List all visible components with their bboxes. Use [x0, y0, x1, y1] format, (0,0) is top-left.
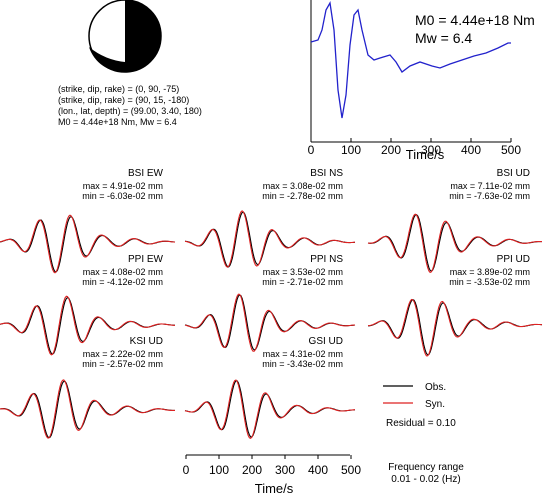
- source-parameters: (strike, dip, rake) = (0, 90, -75) (stri…: [58, 84, 202, 127]
- observed-waveform: [368, 298, 543, 356]
- waveform-tick-label: 400: [308, 463, 328, 477]
- waveform-tick-label: 500: [341, 463, 361, 477]
- station-max: max = 2.22e-02 mm: [83, 349, 163, 359]
- stf-tick-label: 500: [501, 143, 521, 157]
- legend-obs-label: Obs.: [425, 382, 446, 393]
- station-name: GSI UD: [309, 336, 343, 347]
- station-min: min = -7.63e-02 mm: [449, 191, 530, 201]
- station-name: PPI NS: [310, 254, 343, 265]
- frequency-range-value: 0.01 - 0.02 (Hz): [391, 474, 460, 485]
- stf-x-ticks: 0 100 200 300 400 500: [308, 138, 521, 157]
- station-min: min = -3.53e-02 mm: [449, 277, 530, 287]
- station-name: PPI UD: [497, 254, 530, 265]
- waveform-x-ticks: 0 100 200 300 400 500: [183, 455, 361, 477]
- param-line-3: (lon., lat, depth) = (99.00, 3.40, 180): [58, 106, 202, 116]
- stf-x-label: Time/s: [406, 147, 445, 162]
- residual-label: Residual = 0.10: [386, 418, 456, 429]
- station-min: min = -3.43e-02 mm: [262, 359, 343, 369]
- station-max: max = 4.08e-02 mm: [83, 267, 163, 277]
- beachball-lower-quadrant: [89, 47, 125, 73]
- frequency-range-title: Frequency range: [388, 462, 464, 473]
- station-min: min = -2.57e-02 mm: [82, 359, 163, 369]
- synthetic-waveform: [367, 213, 542, 274]
- station-name: BSI UD: [497, 168, 530, 179]
- station-min: min = -2.78e-02 mm: [262, 191, 343, 201]
- legend: Obs. Syn. Residual = 0.10: [383, 382, 456, 429]
- station-min: min = -4.12e-02 mm: [82, 277, 163, 287]
- station-max: max = 7.11e-02 mm: [450, 181, 530, 191]
- station-max: max = 4.31e-02 mm: [263, 349, 343, 359]
- param-line-2: (strike, dip, rake) = (90, 15, -180): [58, 95, 189, 105]
- station-name: BSI EW: [128, 168, 164, 179]
- station-max: max = 4.91e-02 mm: [83, 181, 163, 191]
- synthetic-waveform: [0, 379, 175, 439]
- station-name: PPI EW: [128, 254, 164, 265]
- waveform-tick-label: 300: [275, 463, 295, 477]
- waveform-time-axis: 0 100 200 300 400 500 Time/s: [183, 454, 361, 496]
- param-line-1: (strike, dip, rake) = (0, 90, -75): [58, 84, 179, 94]
- synthetic-waveform: [0, 295, 175, 356]
- station-max: max = 3.89e-02 mm: [450, 267, 530, 277]
- stf-mw-label: Mw = 6.4: [415, 30, 472, 46]
- station-name: KSI UD: [130, 336, 163, 347]
- param-line-4: M0 = 4.44e+18 Nm, Mw = 6.4: [58, 117, 177, 127]
- station-max: max = 3.08e-02 mm: [263, 181, 343, 191]
- station-min: min = -2.71e-02 mm: [262, 277, 343, 287]
- waveform-tick-label: 0: [183, 463, 190, 477]
- stf-tick-label: 400: [461, 143, 481, 157]
- station-min: min = -6.03e-02 mm: [82, 191, 163, 201]
- synthetic-waveform: [184, 293, 356, 352]
- source-time-function-plot: 0 100 200 300 400 500 M0 = 4.44e+18 Nm Mw = 6…: [308, 0, 535, 162]
- stf-tick-label: 100: [341, 143, 361, 157]
- station-name: BSI NS: [310, 168, 343, 179]
- waveform-x-label: Time/s: [255, 481, 294, 496]
- stf-tick-label: 0: [308, 143, 315, 157]
- observed-waveform: [184, 380, 356, 438]
- beachball-compressional-quadrant: [125, 0, 161, 72]
- frequency-range: Frequency range 0.01 - 0.02 (Hz): [388, 462, 464, 485]
- legend-syn-label: Syn.: [425, 399, 445, 410]
- synthetic-waveform: [367, 298, 543, 357]
- stf-tick-label: 300: [421, 143, 441, 157]
- focal-mechanism-beachball: [88, 0, 162, 73]
- synthetic-waveform: [184, 210, 356, 268]
- synthetic-waveform: [184, 379, 356, 440]
- stf-curve: [310, 1, 511, 119]
- stf-m0-label: M0 = 4.44e+18 Nm: [415, 12, 535, 28]
- waveform-tick-label: 200: [242, 463, 262, 477]
- station-max: max = 3.53e-02 mm: [263, 267, 343, 277]
- synthetic-waveform: [0, 214, 176, 274]
- waveform-tick-label: 100: [209, 463, 229, 477]
- stf-tick-label: 200: [381, 143, 401, 157]
